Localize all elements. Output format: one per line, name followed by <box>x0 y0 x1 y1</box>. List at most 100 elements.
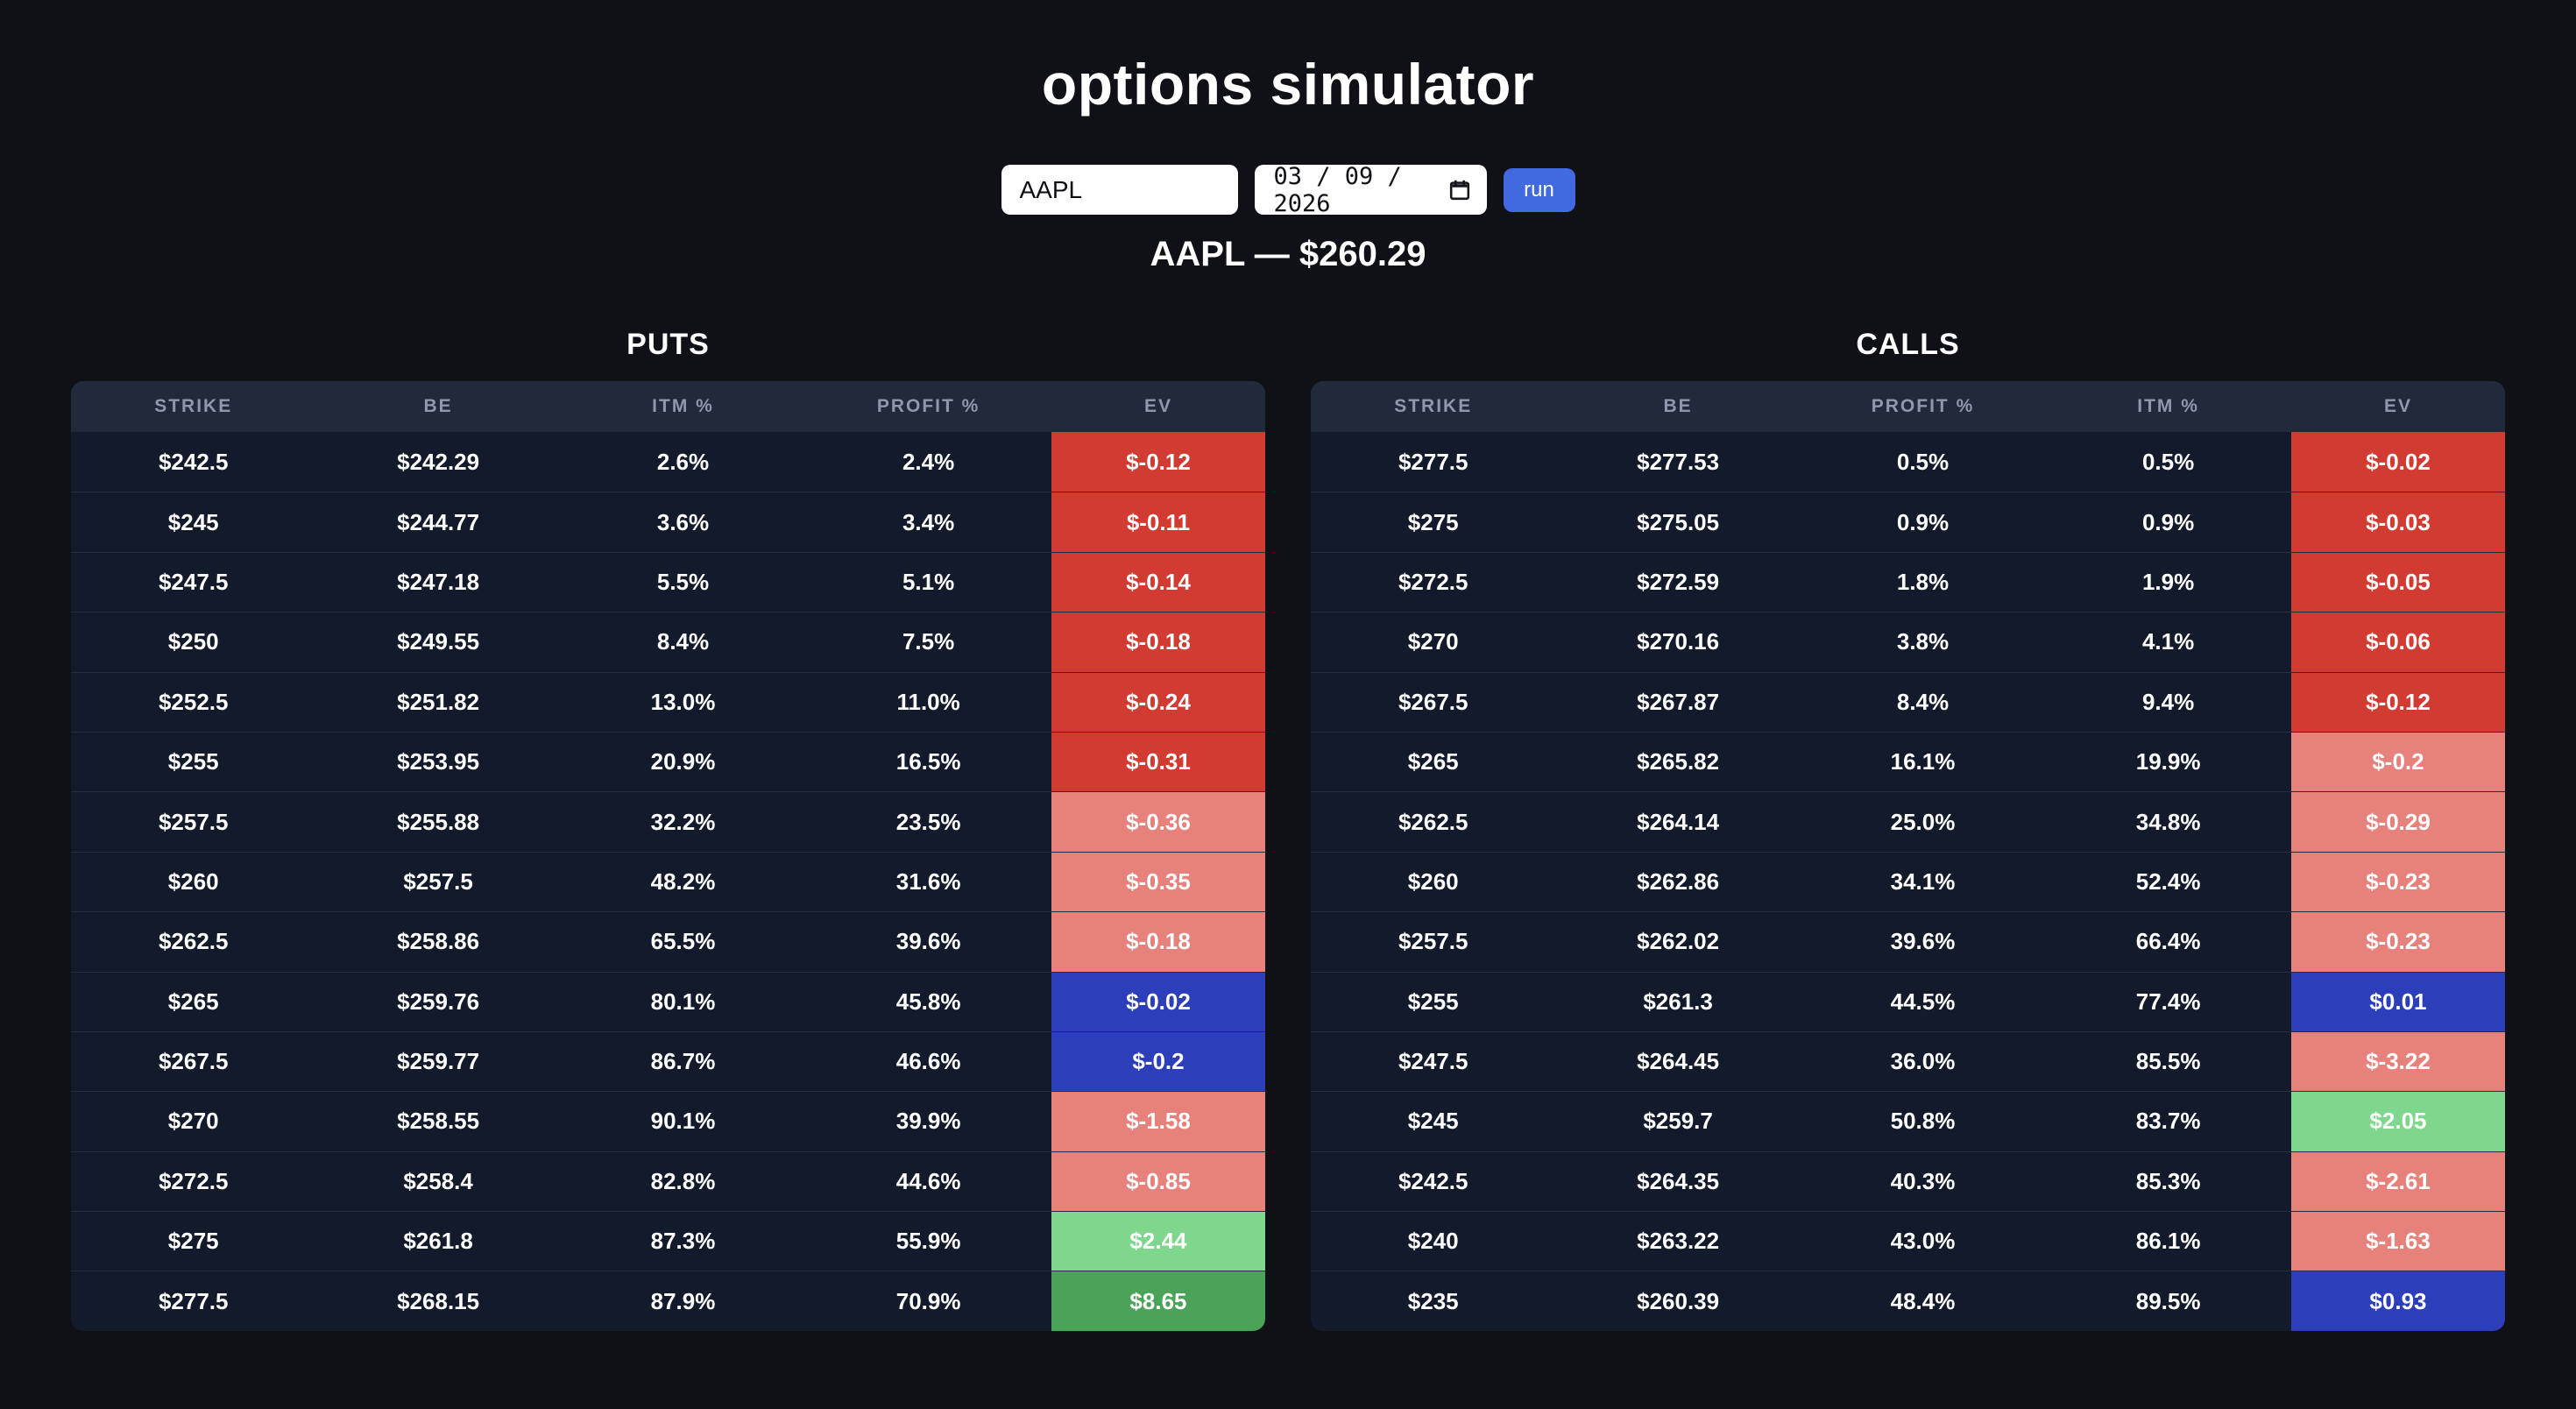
table-cell: 48.4% <box>1890 1287 1956 1314</box>
table-cell: $277.53 <box>1637 448 1720 475</box>
table-cell: 8.4% <box>1896 688 1950 715</box>
table-row: $277.5 $277.53 0.5% 0.5% $-0.02 <box>1311 432 2505 492</box>
table-cell: $262.5 <box>158 928 229 955</box>
table-cell: 0.5% <box>1896 448 1950 475</box>
table-cell: 85.3% <box>2135 1167 2201 1194</box>
table-cell: $259.76 <box>397 988 480 1015</box>
table-cell: $253.95 <box>397 748 480 775</box>
table-cell: $240 <box>1407 1228 1459 1255</box>
calls-table-body: $277.5 $277.53 0.5% 0.5% $-0.02 $275 $275.05 0.… <box>1311 432 2505 1331</box>
puts-table-body: $242.5 $242.29 2.6% 2.4% $-0.12 $245 $244.77 3.… <box>71 432 1265 1331</box>
table-cell: 77.4% <box>2135 988 2201 1015</box>
calls-table: STRIKE BE PROFIT % ITM % EV $277.5 $277.53 0.5… <box>1311 381 2505 1331</box>
ev-cell: $-0.29 <box>2290 792 2505 852</box>
table-cell: $272.5 <box>1398 568 1468 595</box>
ev-cell: $-0.03 <box>2290 492 2505 552</box>
table-cell: $244.77 <box>397 508 480 535</box>
table-cell: 5.1% <box>902 568 955 595</box>
ticker-input[interactable] <box>1001 165 1238 215</box>
table-cell: 20.9% <box>650 748 716 775</box>
table-cell: 55.9% <box>895 1228 961 1255</box>
table-cell: 34.8% <box>2135 808 2201 835</box>
puts-table: STRIKE BE ITM % PROFIT % EV $242.5 $242.29 2.6… <box>71 381 1265 1331</box>
table-cell: $268.15 <box>397 1287 480 1314</box>
table-cell: 8.4% <box>656 628 710 655</box>
table-cell: 90.1% <box>650 1108 716 1135</box>
table-cell: $257.5 <box>158 808 229 835</box>
ev-cell: $-0.02 <box>1051 972 1265 1031</box>
table-cell: $264.45 <box>1637 1048 1720 1075</box>
table-row: $245 $259.7 50.8% 83.7% $2.05 <box>1311 1091 2505 1151</box>
run-button[interactable]: run <box>1503 167 1575 212</box>
ev-cell: $-0.35 <box>1051 852 1265 912</box>
table-cell: 82.8% <box>650 1167 716 1194</box>
table-row: $240 $263.22 43.0% 86.1% $-1.63 <box>1311 1211 2505 1271</box>
ev-cell: $-0.2 <box>2290 732 2505 792</box>
calls-section: CALLS STRIKE BE PROFIT % ITM % EV $277.5 $277… <box>1311 327 2505 1331</box>
ev-cell: $-0.2 <box>1051 1031 1265 1092</box>
table-cell: 2.6% <box>656 448 710 475</box>
table-row: $247.5 $247.18 5.5% 5.1% $-0.14 <box>71 551 1265 612</box>
puts-table-header: STRIKE BE ITM % PROFIT % EV <box>71 381 1265 432</box>
table-cell: 85.5% <box>2135 1048 2201 1075</box>
table-row: $257.5 $255.88 32.2% 23.5% $-0.36 <box>71 791 1265 852</box>
table-row: $252.5 $251.82 13.0% 11.0% $-0.24 <box>71 671 1265 732</box>
table-cell: $270.16 <box>1637 628 1720 655</box>
table-cell: 3.4% <box>902 508 955 535</box>
ev-cell: $-0.18 <box>1051 612 1265 672</box>
table-row: $245 $244.77 3.6% 3.4% $-0.11 <box>71 492 1265 552</box>
table-cell: 45.8% <box>895 988 961 1015</box>
table-cell: $242.5 <box>1398 1167 1468 1194</box>
ev-cell: $-0.31 <box>1051 732 1265 792</box>
ev-cell: $-0.12 <box>1051 432 1265 492</box>
table-cell: 66.4% <box>2135 928 2201 955</box>
column-header: ITM % <box>2137 396 2199 416</box>
table-cell: 3.6% <box>656 508 710 535</box>
table-cell: $260.39 <box>1637 1287 1720 1314</box>
table-row: $262.5 $258.86 65.5% 39.6% $-0.18 <box>71 911 1265 972</box>
table-cell: 1.9% <box>2141 568 2195 595</box>
ev-cell: $-0.23 <box>2290 912 2505 972</box>
table-cell: 25.0% <box>1890 808 1956 835</box>
table-row: $267.5 $267.87 8.4% 9.4% $-0.12 <box>1311 671 2505 732</box>
ev-cell: $-3.22 <box>2290 1031 2505 1092</box>
table-cell: $267.87 <box>1637 688 1720 715</box>
table-cell: $255 <box>1407 988 1459 1015</box>
column-header: EV <box>1143 396 1172 416</box>
tables-area: PUTS STRIKE BE ITM % PROFIT % EV $242.5 $242.… <box>0 327 2576 1331</box>
table-cell: $259.7 <box>1643 1108 1713 1135</box>
table-cell: $272.5 <box>158 1167 229 1194</box>
ev-cell: $-1.58 <box>1051 1092 1265 1151</box>
ev-cell: $-0.14 <box>1051 552 1265 612</box>
column-header: BE <box>423 396 453 416</box>
puts-section: PUTS STRIKE BE ITM % PROFIT % EV $242.5 $242.… <box>71 327 1265 1331</box>
ev-cell: $0.93 <box>2290 1271 2505 1331</box>
table-cell: 43.0% <box>1890 1228 1956 1255</box>
column-header: EV <box>2383 396 2412 416</box>
table-cell: $247.5 <box>1398 1048 1468 1075</box>
table-cell: $277.5 <box>158 1287 229 1314</box>
table-cell: $270 <box>167 1108 219 1135</box>
table-cell: 39.6% <box>1890 928 1956 955</box>
ev-cell: $-0.12 <box>2290 672 2505 732</box>
column-header: STRIKE <box>1394 396 1473 416</box>
table-cell: $260 <box>1407 867 1459 895</box>
table-row: $257.5 $262.02 39.6% 66.4% $-0.23 <box>1311 911 2505 972</box>
table-cell: $261.3 <box>1643 988 1713 1015</box>
table-cell: 3.8% <box>1896 628 1950 655</box>
table-cell: 36.0% <box>1890 1048 1956 1075</box>
table-cell: 70.9% <box>895 1287 961 1314</box>
table-cell: 40.3% <box>1890 1167 1956 1194</box>
table-cell: $247.18 <box>397 568 480 595</box>
expiry-date-input[interactable]: 03 / 09 / 2026 <box>1254 163 1487 217</box>
table-row: $265 $259.76 80.1% 45.8% $-0.02 <box>71 971 1265 1031</box>
table-cell: 50.8% <box>1890 1108 1956 1135</box>
ev-cell: $0.01 <box>2290 972 2505 1031</box>
calendar-icon[interactable] <box>1447 178 1472 202</box>
table-row: $235 $260.39 48.4% 89.5% $0.93 <box>1311 1271 2505 1331</box>
table-cell: 44.6% <box>895 1167 961 1194</box>
ev-cell: $-0.05 <box>2290 552 2505 612</box>
table-cell: 1.8% <box>1896 568 1950 595</box>
table-cell: $260 <box>167 867 219 895</box>
table-row: $272.5 $258.4 82.8% 44.6% $-0.85 <box>71 1151 1265 1212</box>
